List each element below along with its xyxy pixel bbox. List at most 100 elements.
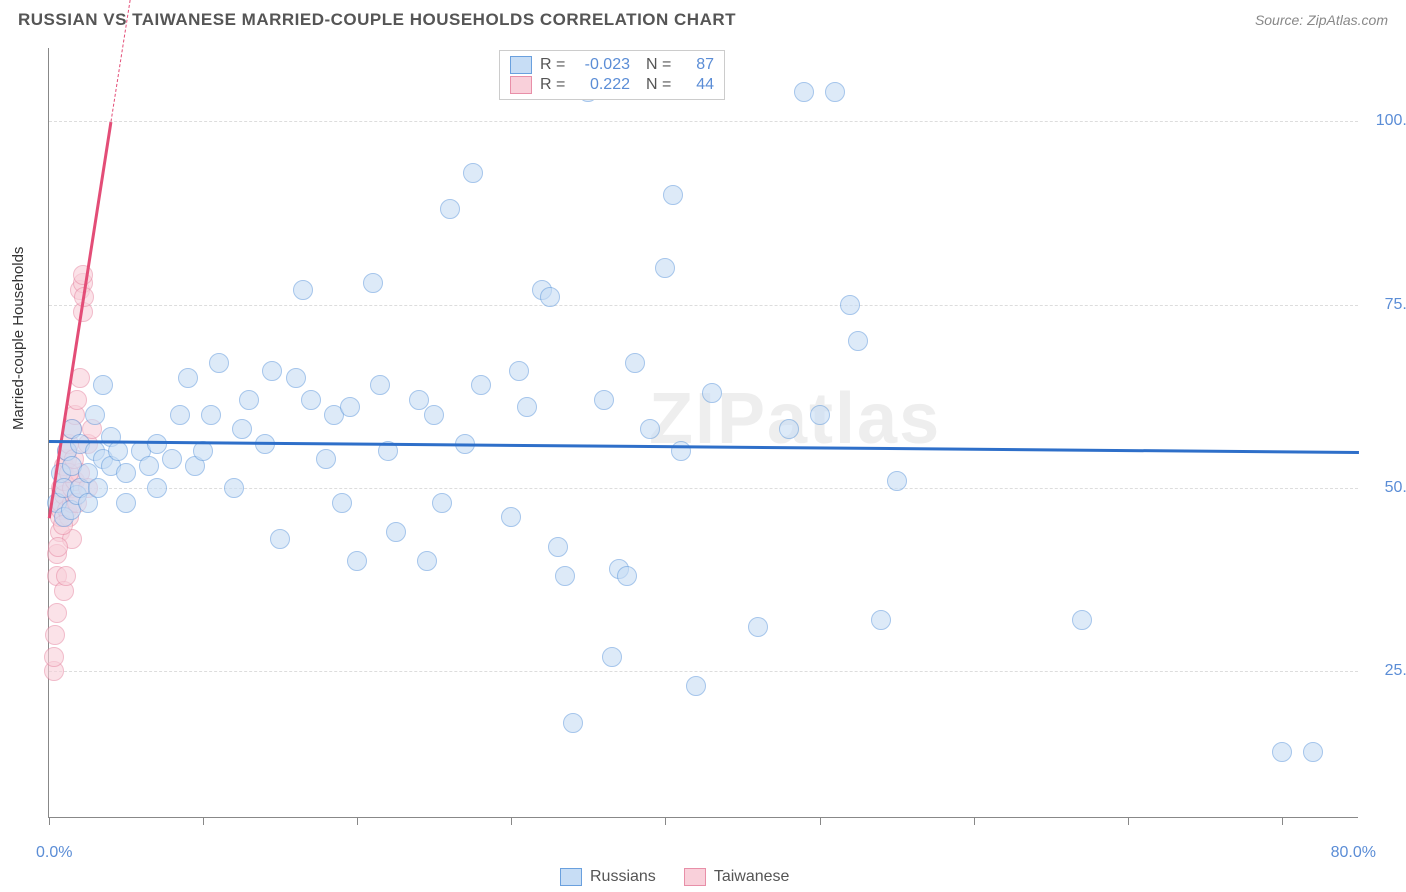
x-tick: [511, 817, 512, 825]
scatter-point: [370, 375, 390, 395]
gridline-h: [49, 305, 1358, 306]
scatter-point: [93, 375, 113, 395]
r-label: R =: [540, 56, 568, 74]
scatter-point: [340, 397, 360, 417]
scatter-point: [655, 258, 675, 278]
correlation-stats-box: R = -0.023 N = 87R = 0.222 N = 44: [499, 50, 725, 100]
scatter-point: [779, 419, 799, 439]
x-axis-min-label: 0.0%: [36, 844, 72, 862]
scatter-point: [178, 368, 198, 388]
scatter-point: [540, 287, 560, 307]
scatter-point: [116, 493, 136, 513]
x-tick: [1128, 817, 1129, 825]
scatter-point: [517, 397, 537, 417]
series-swatch: [510, 56, 532, 74]
gridline-h: [49, 488, 1358, 489]
scatter-point: [147, 478, 167, 498]
scatter-point: [88, 478, 108, 498]
y-tick-label: 50.0%: [1370, 479, 1406, 497]
scatter-point: [840, 295, 860, 315]
r-value: 0.222: [576, 76, 630, 94]
trend-line: [49, 440, 1359, 453]
scatter-point: [748, 617, 768, 637]
scatter-point: [501, 507, 521, 527]
scatter-point: [663, 185, 683, 205]
scatter-point: [332, 493, 352, 513]
scatter-point: [471, 375, 491, 395]
x-tick: [820, 817, 821, 825]
scatter-point: [440, 199, 460, 219]
y-axis-label: Married-couple Households: [10, 247, 27, 430]
correlation-scatter-chart: ZIPatlas 25.0%50.0%75.0%100.0%R =-0.023N…: [48, 48, 1358, 818]
scatter-point: [1072, 610, 1092, 630]
scatter-point: [509, 361, 529, 381]
scatter-point: [209, 353, 229, 373]
scatter-point: [887, 471, 907, 491]
scatter-point: [810, 405, 830, 425]
n-label: N =: [646, 56, 674, 74]
x-tick: [203, 817, 204, 825]
legend-label: Russians: [590, 868, 656, 886]
scatter-point: [170, 405, 190, 425]
stats-row: R = -0.023 N = 87: [510, 55, 714, 75]
scatter-point: [347, 551, 367, 571]
legend-swatch: [684, 868, 706, 886]
scatter-point: [848, 331, 868, 351]
scatter-point: [301, 390, 321, 410]
legend-bottom: Russians Taiwanese: [560, 868, 789, 886]
x-tick: [1282, 817, 1283, 825]
scatter-point: [1272, 742, 1292, 762]
n-value: 87: [682, 56, 714, 74]
scatter-point: [625, 353, 645, 373]
legend-label: Taiwanese: [714, 868, 790, 886]
scatter-point: [224, 478, 244, 498]
scatter-point: [871, 610, 891, 630]
scatter-point: [116, 463, 136, 483]
legend-swatch: [560, 868, 582, 886]
x-tick: [974, 817, 975, 825]
y-tick-label: 100.0%: [1370, 112, 1406, 130]
header: RUSSIAN VS TAIWANESE MARRIED-COUPLE HOUS…: [18, 10, 1388, 30]
scatter-point: [555, 566, 575, 586]
scatter-point: [363, 273, 383, 293]
scatter-point: [262, 361, 282, 381]
scatter-point: [594, 390, 614, 410]
scatter-point: [686, 676, 706, 696]
y-tick-label: 75.0%: [1370, 296, 1406, 314]
scatter-point: [386, 522, 406, 542]
scatter-point: [702, 383, 722, 403]
series-swatch: [510, 76, 532, 94]
scatter-point: [417, 551, 437, 571]
scatter-point: [201, 405, 221, 425]
n-value: 44: [682, 76, 714, 94]
scatter-point: [44, 647, 64, 667]
scatter-point: [286, 368, 306, 388]
legend-item: Taiwanese: [684, 868, 790, 886]
scatter-point: [56, 566, 76, 586]
stats-row: R =0.222N =44: [510, 75, 714, 95]
scatter-point: [108, 441, 128, 461]
scatter-point: [640, 419, 660, 439]
scatter-point: [85, 405, 105, 425]
scatter-point: [47, 603, 67, 623]
gridline-h: [49, 121, 1358, 122]
legend-item: Russians: [560, 868, 656, 886]
scatter-point: [1303, 742, 1323, 762]
scatter-point: [316, 449, 336, 469]
x-tick: [357, 817, 358, 825]
scatter-point: [825, 82, 845, 102]
scatter-point: [232, 419, 252, 439]
scatter-point: [424, 405, 444, 425]
scatter-point: [48, 537, 68, 557]
scatter-point: [463, 163, 483, 183]
x-tick: [665, 817, 666, 825]
scatter-point: [139, 456, 159, 476]
scatter-point: [617, 566, 637, 586]
scatter-point: [239, 390, 259, 410]
scatter-point: [270, 529, 290, 549]
r-value: -0.023: [576, 56, 630, 74]
scatter-point: [293, 280, 313, 300]
scatter-point: [45, 625, 65, 645]
scatter-point: [162, 449, 182, 469]
r-label: R =: [540, 76, 568, 94]
